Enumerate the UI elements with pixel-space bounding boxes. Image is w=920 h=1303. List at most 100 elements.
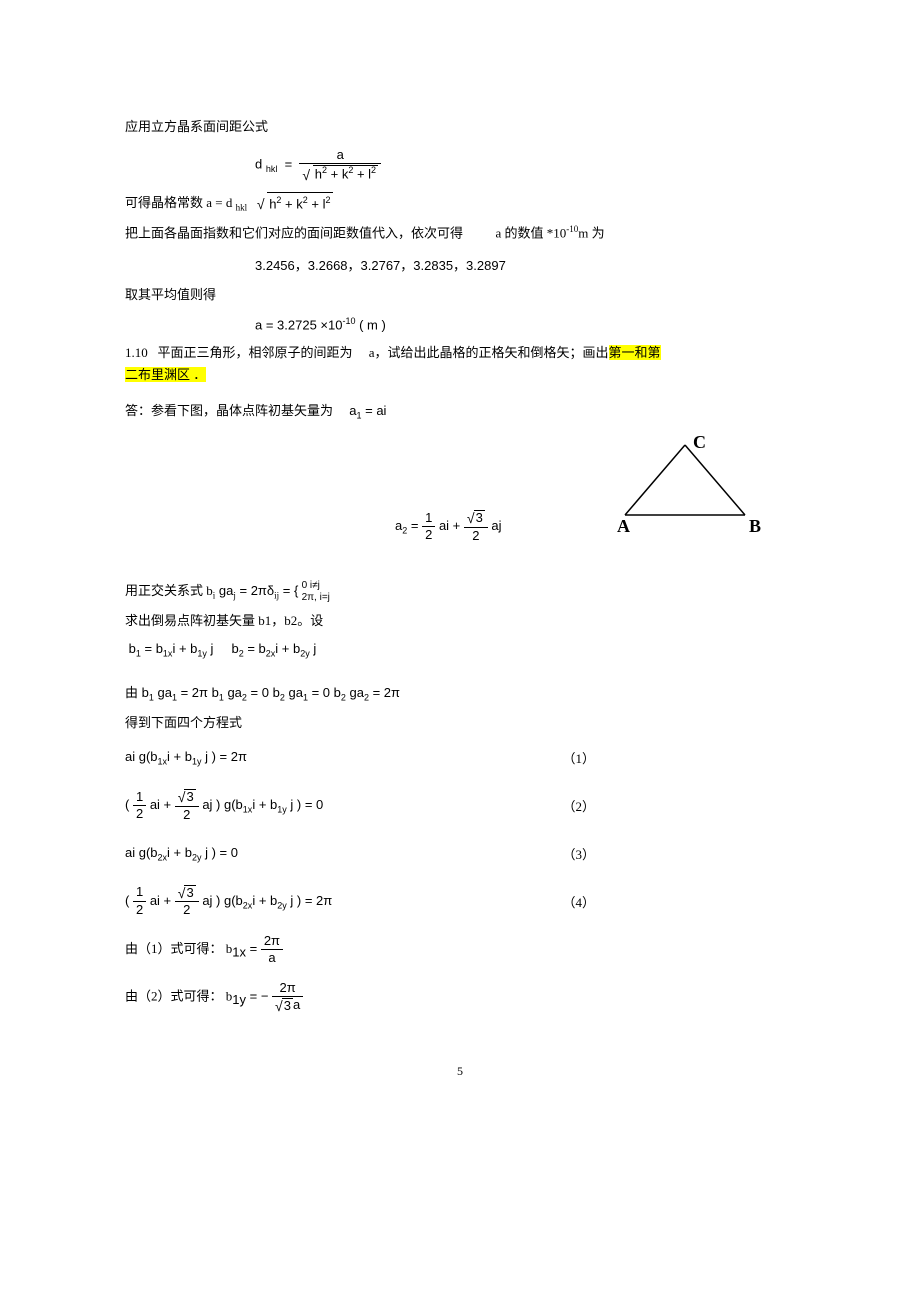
pre: ( — [125, 797, 129, 812]
s1y: 1y — [197, 649, 207, 659]
mid: i + b — [252, 893, 277, 908]
half: 1 2 — [133, 790, 146, 822]
bot: 2 — [464, 528, 488, 543]
sqrt-body: h2 + k2 + l2 — [313, 165, 378, 182]
i2: i + b — [275, 641, 300, 656]
s2x: 2x — [243, 900, 253, 910]
text: 平面正三角形，相邻原子的间距为 — [158, 345, 353, 360]
top: 3 — [464, 510, 488, 527]
sqrt: 3 — [178, 789, 196, 804]
formula-a1: a1 = ai — [349, 403, 386, 418]
lhs: ai g(b2xi + b2y j ) = 0 — [125, 845, 238, 863]
sqrt: h2 + k2 + l2 — [257, 192, 333, 216]
b: 2 — [175, 902, 199, 917]
page-number: 5 — [125, 1064, 795, 1079]
sub-hkl: hkl — [266, 164, 278, 174]
sq: 2 — [348, 165, 353, 175]
sq: 2 — [303, 195, 308, 205]
highlight-text: 二布里渊区 ． — [125, 367, 206, 382]
a2-row: a2 = 1 2 ai + 3 2 aj A B C — [125, 430, 795, 560]
post: j ) = 0 — [287, 797, 324, 812]
eq: = 0 — [247, 685, 269, 700]
paragraph: 求出倒易点阵初基矢量 b1，b2。设 — [125, 610, 795, 632]
equation-1: ai g(b1xi + b1y j ) = 2π （1） — [125, 748, 795, 767]
eq-number: （3） — [562, 844, 595, 863]
dot: g — [215, 583, 226, 598]
sqrt: h2 + k2 + l2 — [302, 165, 378, 182]
sub: 1x — [232, 944, 246, 959]
eq: = 2πδ — [236, 583, 274, 598]
eq: = 2π — [369, 685, 400, 700]
text: ( m ) — [356, 317, 386, 332]
ai: ai + — [150, 797, 171, 812]
paragraph: 应用立方晶系面间距公式 — [125, 116, 795, 138]
dot: ga — [346, 685, 364, 700]
text: a 的数值 *10 — [496, 226, 567, 241]
triangle-svg: A B C — [595, 430, 775, 540]
equation-2: ( 1 2 ai + 3 2 aj ) g(b1xi + b1y j ) = 0… — [125, 789, 795, 822]
case-bot: 2π, i=j — [302, 592, 330, 604]
question-1-10: 1.10 平面正三角形，相邻原子的间距为 a，试给出此晶格的正格矢和倒格矢；画出… — [125, 342, 795, 386]
sup: -10 — [566, 224, 578, 234]
text: a，试给出此晶格的正格矢和倒格矢；画出 — [369, 345, 609, 360]
numerator: a — [299, 148, 381, 164]
sqrt: 3 — [467, 510, 485, 525]
ortho-line: 用正交关系式 bi gaj = 2πδij = { 0 i≠j 2π, i=j — [125, 580, 795, 604]
a: a — [349, 403, 356, 418]
frac-half: 1 2 — [422, 511, 435, 543]
bot: a — [261, 950, 283, 965]
label-A: A — [617, 516, 630, 536]
brace: = { — [279, 583, 298, 598]
h: h — [315, 167, 322, 182]
s2x: 2x — [158, 852, 168, 862]
by-line: 由 b1 ga1 = 2π b1 ga2 = 0 b2 ga1 = 0 b2 g… — [125, 682, 795, 706]
aj: aj — [491, 518, 501, 533]
sqrt: 3 — [178, 885, 196, 900]
mid: i + b — [252, 797, 277, 812]
eq2: = b — [244, 641, 266, 656]
sq: 2 — [326, 195, 331, 205]
dot: ga — [154, 685, 172, 700]
t: 3 — [175, 885, 199, 902]
highlight-text: 第一和第 — [609, 345, 661, 360]
t: 3 — [175, 789, 199, 806]
s2y: 2y — [277, 900, 287, 910]
s1x: 1x — [163, 649, 173, 659]
sub-hkl: hkl — [236, 203, 248, 213]
eq: = — [407, 518, 422, 533]
eq: = — [246, 940, 261, 955]
pre: 由 b — [125, 685, 149, 700]
post: j ) = 2π — [202, 749, 247, 764]
paragraph: 把上面各晶面指数和它们对应的面间距数值代入，依次可得 a 的数值 *10-10m… — [125, 222, 795, 244]
a: a — [293, 998, 300, 1013]
j1: j — [207, 641, 214, 656]
eq-number: （1） — [562, 748, 595, 767]
mid: i + b — [167, 845, 192, 860]
s2x: 2x — [266, 649, 276, 659]
denominator: h2 + k2 + l2 — [299, 164, 381, 182]
sub: 1y — [232, 992, 246, 1007]
label-C: C — [693, 432, 706, 452]
paragraph: 得到下面四个方程式 — [125, 712, 795, 734]
pre: ai g(b — [125, 845, 158, 860]
frac: 2π a — [261, 934, 283, 966]
bot: 3a — [272, 997, 303, 1013]
lhs: ( 1 2 ai + 3 2 aj ) g(b1xi + b1y j ) = 0 — [125, 789, 323, 822]
i1: i + b — [172, 641, 197, 656]
eq: = − — [246, 988, 272, 1003]
s32: 3 2 — [175, 885, 199, 918]
s1y: 1y — [277, 805, 287, 815]
top: 2π — [272, 981, 303, 997]
sq: 2 — [276, 195, 281, 205]
sb: 3 — [184, 789, 195, 804]
b: 2 — [133, 806, 146, 821]
sqrt: 3 — [275, 998, 293, 1013]
ai: ai + — [439, 518, 464, 533]
s1x: 1x — [158, 756, 168, 766]
triangle-diagram: A B C — [595, 430, 775, 544]
top: 2π — [261, 934, 283, 950]
b: 2 — [133, 902, 146, 917]
bot: 2 — [422, 527, 435, 542]
var-d: d — [255, 157, 262, 172]
post: j ) = 0 — [202, 845, 239, 860]
